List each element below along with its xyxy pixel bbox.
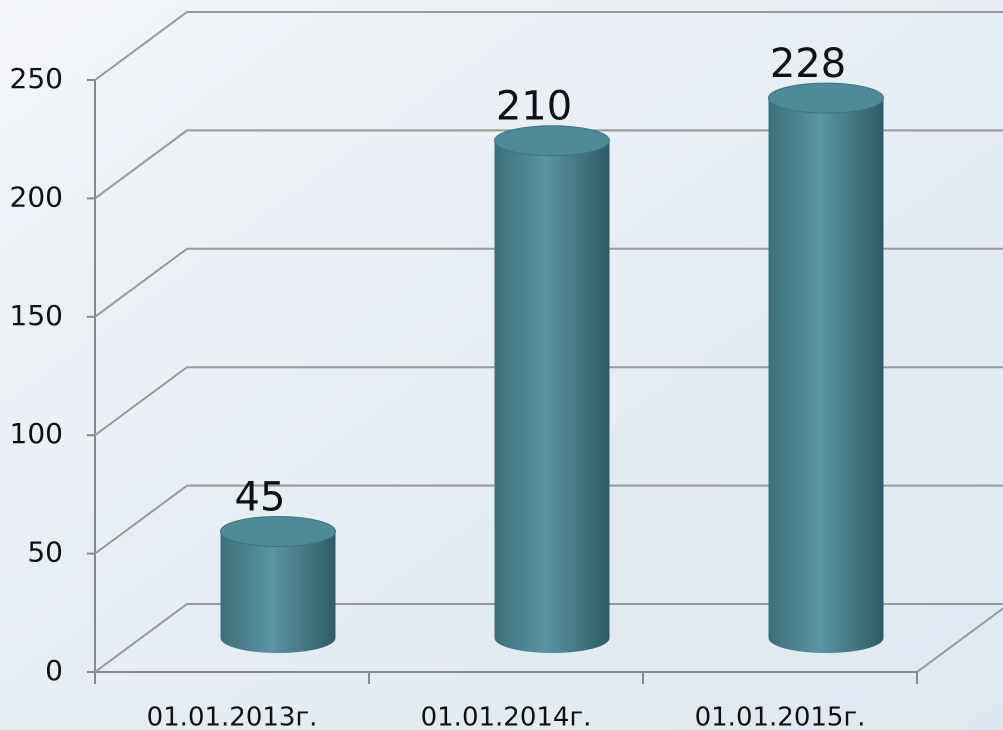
grid-line bbox=[94, 484, 1003, 555]
y-tick-label: 250 bbox=[10, 62, 63, 95]
grid-line bbox=[94, 603, 1003, 673]
grid-line bbox=[94, 129, 1003, 200]
bar bbox=[494, 140, 610, 654]
bar-top bbox=[768, 82, 884, 114]
bar bbox=[768, 98, 884, 653]
bar bbox=[220, 531, 336, 653]
y-tick-label: 200 bbox=[10, 180, 63, 213]
data-label: 210 bbox=[496, 84, 572, 130]
x-tick-label: 01.01.2013г. bbox=[147, 703, 318, 730]
x-tick-label: 01.01.2015г. bbox=[695, 703, 866, 730]
y-tick-label: 150 bbox=[10, 299, 63, 332]
data-label: 228 bbox=[770, 41, 846, 87]
grid-line bbox=[94, 247, 1003, 318]
y-tick-label: 50 bbox=[27, 536, 63, 569]
grid-line bbox=[94, 11, 1003, 81]
bar-top bbox=[220, 515, 336, 547]
data-label: 45 bbox=[235, 474, 286, 520]
bar-top bbox=[494, 125, 610, 157]
x-tick-label: 01.01.2014г. bbox=[421, 703, 592, 730]
y-tick-label: 0 bbox=[45, 654, 63, 687]
grid-line bbox=[94, 366, 1003, 437]
y-tick-label: 100 bbox=[10, 417, 63, 450]
